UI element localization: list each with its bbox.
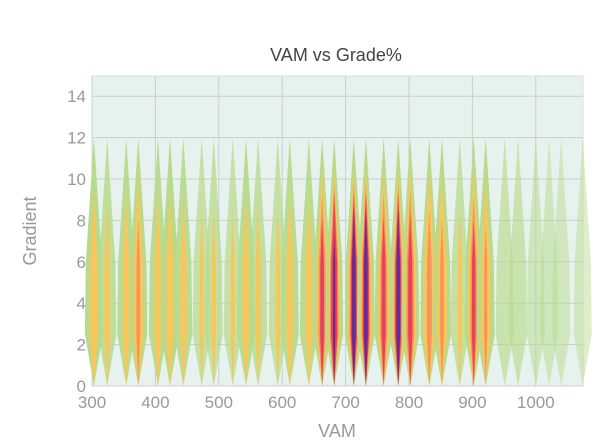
x-tick-label: 1000 [517,393,555,412]
y-tick-label: 2 [77,336,86,355]
density-band [320,217,325,386]
density-column [432,137,451,386]
density-band [211,206,217,386]
density-band [154,194,162,386]
density-band [484,223,488,386]
density-band [408,213,413,386]
density-column [249,137,268,386]
density-band [509,137,528,386]
density-band [199,208,204,386]
y-axis-label: Gradient [20,196,40,265]
density-band [573,137,592,386]
x-tick-label: 700 [331,393,359,412]
density-band [351,207,356,386]
x-axis-label: VAM [318,421,356,441]
density-band [104,200,111,386]
y-tick-label: 12 [67,129,86,148]
density-column [450,137,469,386]
y-tick-label: 10 [67,170,86,189]
density-band [426,210,432,386]
y-tick-label: 8 [77,211,86,230]
density-column [325,137,344,386]
x-tick-label: 300 [78,393,106,412]
density-column [476,137,495,386]
density-band [89,188,98,386]
chart-title: VAM vs Grade% [270,45,402,65]
x-tick-label: 900 [458,393,486,412]
x-tick-label: 400 [141,393,169,412]
density-column [129,137,148,386]
y-tick-label: 14 [67,87,86,106]
y-tick-label: 4 [77,294,86,313]
x-axis-ticks: 300 400 500 600 700 800 900 1000 [78,393,555,412]
density-columns [84,137,592,386]
y-tick-label: 0 [77,377,86,396]
density-band [457,206,463,386]
density-column [280,137,299,386]
density-band [255,203,261,386]
density-band [440,218,444,386]
density-band [230,208,235,386]
density-column [509,137,528,386]
density-band [180,196,187,386]
density-band [275,206,281,386]
x-tick-label: 800 [395,393,423,412]
density-band [540,137,559,386]
density-band [471,221,476,386]
density-column [356,137,375,386]
density-column [573,137,592,386]
y-axis-ticks: 0 2 4 6 8 10 12 14 [67,87,86,396]
density-band [381,217,386,386]
density-band [552,137,571,386]
density-column [374,137,393,386]
density-column [204,137,223,386]
density-column [174,137,193,386]
density-column [98,137,117,386]
density-column [552,137,571,386]
density-column [401,137,420,386]
density-band [286,194,294,386]
density-band [363,207,368,386]
density-band [333,234,336,386]
density-column [540,137,559,386]
density-band [166,192,174,386]
density-band [305,194,313,386]
x-tick-label: 600 [268,393,296,412]
density-band [136,218,141,386]
density-band [122,194,130,386]
density-band [242,194,250,386]
y-tick-label: 6 [77,253,86,272]
x-tick-label: 500 [205,393,233,412]
density-band [396,207,401,386]
